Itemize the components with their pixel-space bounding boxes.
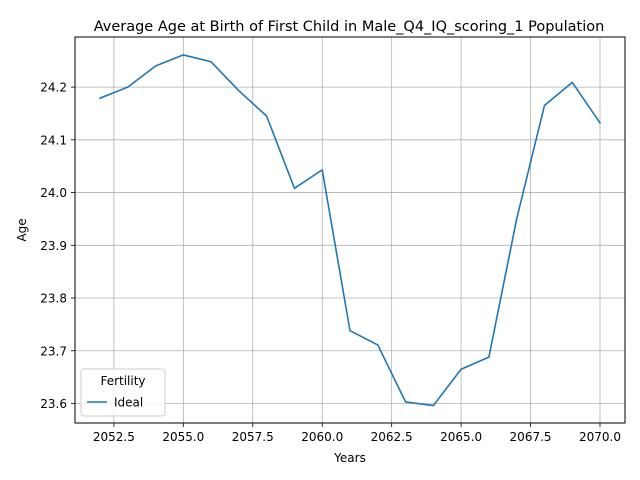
x-tick-label: 2052.5 (93, 430, 135, 444)
x-tick-label: 2060.0 (301, 430, 343, 444)
x-tick-label: 2070.0 (579, 430, 621, 444)
y-tick-label: 24.1 (40, 133, 67, 147)
y-tick-label: 23.8 (40, 292, 67, 306)
x-tick-label: 2062.5 (371, 430, 413, 444)
x-tick-label: 2067.5 (510, 430, 552, 444)
y-tick-label: 24.2 (40, 81, 67, 95)
y-tick-label: 23.9 (40, 239, 67, 253)
x-axis-label: Years (333, 451, 366, 465)
legend: Fertility Ideal (80, 368, 166, 417)
legend-title: Fertility (100, 374, 145, 388)
y-tick-label: 23.7 (40, 344, 67, 358)
x-tick-label: 2057.5 (232, 430, 274, 444)
x-tick-label: 2065.0 (440, 430, 482, 444)
x-tick-label: 2055.0 (162, 430, 204, 444)
series-line-ideal (98, 54, 602, 407)
y-tick-label: 24.0 (40, 186, 67, 200)
axis-ticks: 2052.5 2055.0 2057.5 2060.0 2062.5 2065.0 2067… (40, 81, 621, 444)
y-tick-label: 23.6 (40, 397, 67, 411)
legend-box (80, 368, 166, 417)
chart-title: Average Age at Birth of First Child in M… (94, 19, 605, 35)
grid-lines (75, 37, 625, 423)
data-series (98, 54, 602, 407)
y-axis-label: Age (15, 218, 29, 241)
plot-frame (74, 36, 626, 424)
legend-label-ideal: Ideal (114, 396, 143, 410)
